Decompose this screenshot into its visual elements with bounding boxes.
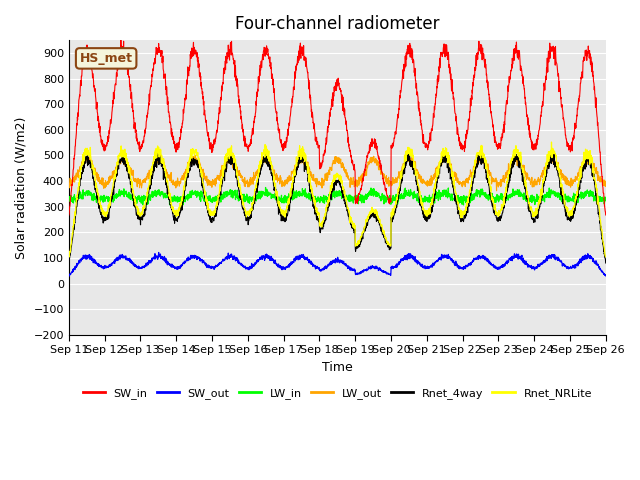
- X-axis label: Time: Time: [322, 361, 353, 374]
- Title: Four-channel radiometer: Four-channel radiometer: [235, 15, 440, 33]
- Legend: SW_in, SW_out, LW_in, LW_out, Rnet_4way, Rnet_NRLite: SW_in, SW_out, LW_in, LW_out, Rnet_4way,…: [78, 384, 596, 403]
- Text: HS_met: HS_met: [79, 52, 132, 65]
- Y-axis label: Solar radiation (W/m2): Solar radiation (W/m2): [15, 116, 28, 259]
